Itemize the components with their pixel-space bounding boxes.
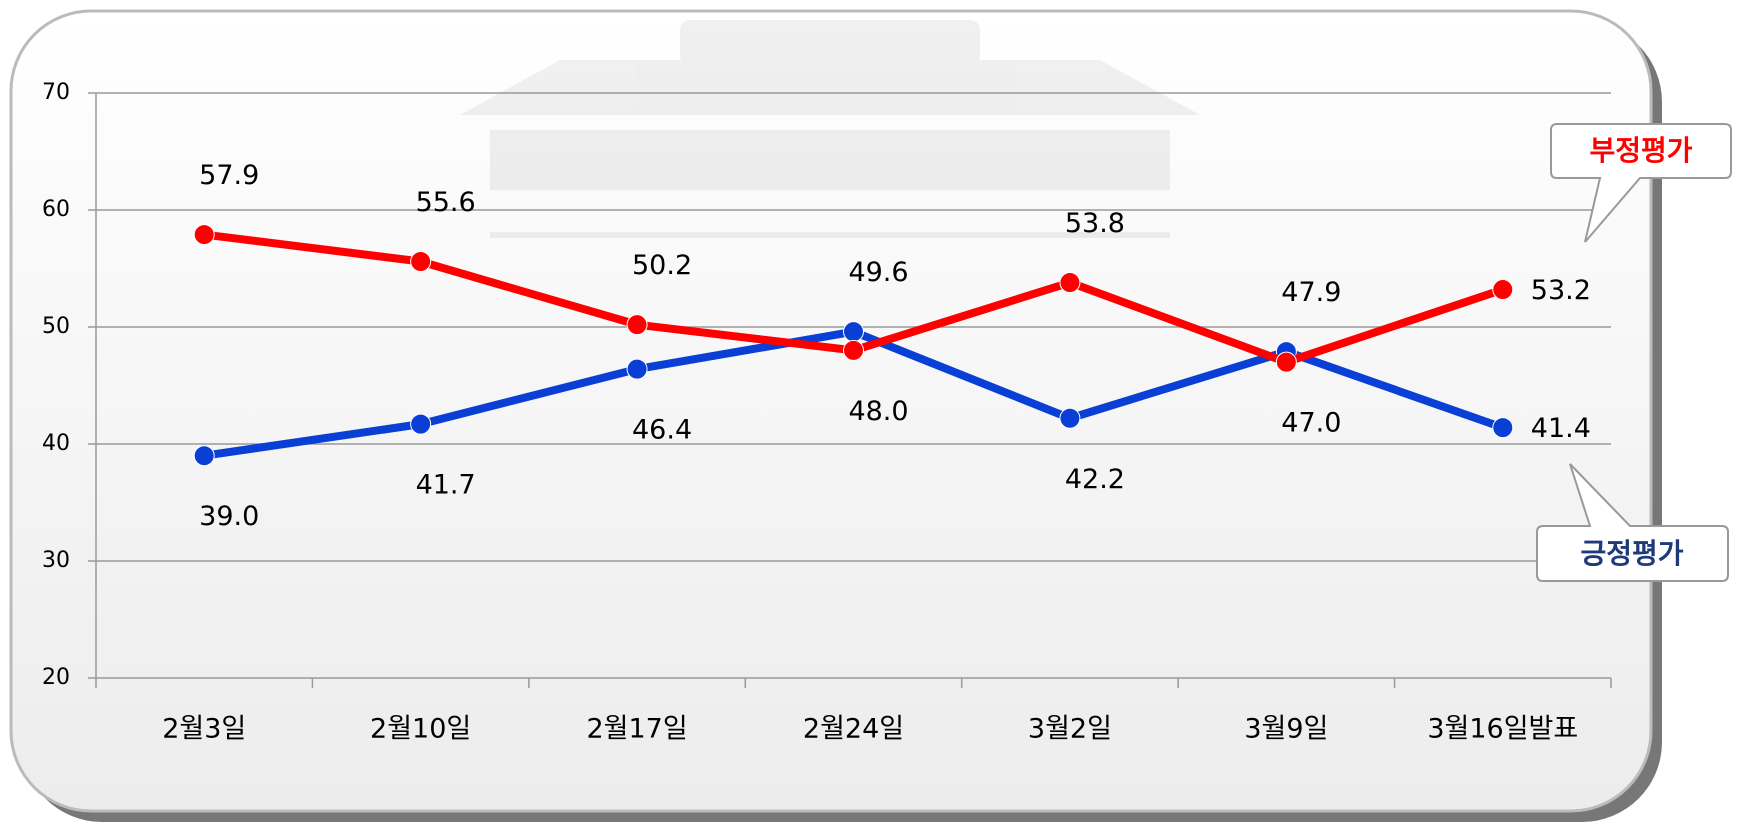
y-tick-label: 20 <box>42 665 70 690</box>
point <box>627 315 647 335</box>
point <box>844 322 864 342</box>
point <box>1060 408 1080 428</box>
y-tick-label: 40 <box>42 431 70 456</box>
x-tick-label: 3월9일 <box>1244 714 1328 745</box>
x-tick-label: 2월24일 <box>803 714 904 745</box>
value-label: 49.6 <box>848 257 908 288</box>
value-label: 55.6 <box>416 187 476 218</box>
point <box>411 414 431 434</box>
point <box>1276 352 1296 372</box>
y-tick-label: 60 <box>42 197 70 222</box>
point <box>194 225 214 245</box>
value-label: 41.4 <box>1531 413 1591 444</box>
y-tick-label: 50 <box>42 314 70 339</box>
value-label: 53.2 <box>1531 275 1591 306</box>
y-tick-label: 70 <box>42 80 70 105</box>
legend-label: 부정평가 <box>1589 134 1692 167</box>
x-tick-label: 3월2일 <box>1028 714 1112 745</box>
point <box>194 446 214 466</box>
point <box>627 359 647 379</box>
value-label: 48.0 <box>848 396 908 427</box>
point <box>844 340 864 360</box>
x-tick-label: 2월3일 <box>162 714 246 745</box>
value-label: 53.8 <box>1065 208 1125 239</box>
point <box>1060 273 1080 293</box>
value-label: 41.7 <box>416 470 476 501</box>
point <box>1493 418 1513 438</box>
x-tick-label: 2월17일 <box>586 714 687 745</box>
value-label: 39.0 <box>199 501 259 532</box>
point <box>1493 280 1513 300</box>
value-label: 42.2 <box>1065 464 1125 495</box>
value-label: 57.9 <box>199 160 259 191</box>
value-label: 50.2 <box>632 250 692 281</box>
chart: 20 30 40 50 60 70 2월3일 2월10일 2월17일 2월24일 3월2일 3월9일 3… <box>0 0 1740 828</box>
x-tick-label: 3월16일발표 <box>1427 714 1578 745</box>
value-label: 46.4 <box>632 415 692 446</box>
value-label: 47.9 <box>1281 277 1341 308</box>
legend-label: 긍정평가 <box>1580 537 1683 570</box>
point <box>411 251 431 271</box>
x-tick-label: 2월10일 <box>370 714 471 745</box>
value-label: 47.0 <box>1281 408 1341 439</box>
y-tick-label: 30 <box>42 548 70 573</box>
